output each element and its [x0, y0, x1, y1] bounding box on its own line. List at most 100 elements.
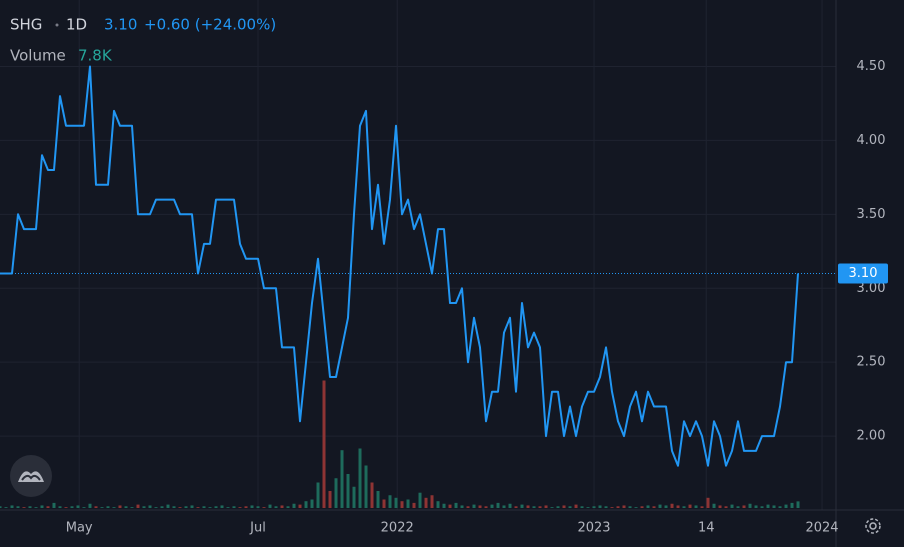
interval: 1D [66, 16, 87, 34]
volume-bar [10, 505, 14, 508]
volume-bar [274, 506, 278, 508]
volume-bar [406, 499, 410, 508]
volume-bar [106, 506, 110, 508]
volume-bar [712, 503, 716, 508]
volume-bar [322, 380, 326, 508]
x-tick-label: 2023 [577, 521, 610, 536]
volume-bar [262, 507, 266, 508]
logo-wave[interactable] [21, 474, 41, 481]
volume-bar [226, 507, 230, 508]
volume-bar [382, 499, 386, 508]
volume-bar [658, 504, 662, 508]
volume-bar [694, 505, 698, 508]
volume-bar [208, 507, 212, 508]
grid [0, 0, 836, 510]
volume-bar [214, 506, 218, 508]
volume-bar [562, 505, 566, 508]
volume-bar [682, 506, 686, 508]
volume-bar [88, 503, 92, 508]
settings-button[interactable] [865, 518, 881, 534]
volume-bar [190, 505, 194, 508]
volume-bar [574, 504, 578, 508]
plot [0, 65, 836, 467]
volume-bar [232, 506, 236, 508]
volume-bar [604, 506, 608, 508]
volume-bar [220, 505, 224, 508]
volume-bar [532, 506, 536, 508]
volume-bar [664, 505, 668, 508]
volume-bar [652, 506, 656, 508]
volume-bar [388, 495, 392, 508]
volume-bar [394, 497, 398, 508]
y-tick-label: 2.50 [857, 355, 886, 370]
volume-bar [520, 504, 524, 508]
symbol: SHG [10, 16, 42, 34]
volume-bar [166, 504, 170, 508]
volume-label: Volume [10, 47, 66, 65]
volume-bar [256, 506, 260, 508]
volume-bar [778, 506, 782, 508]
volume-bar [544, 505, 548, 508]
volume-bar [418, 492, 422, 508]
volume-bar [178, 507, 182, 508]
volume-bar [496, 502, 500, 508]
volume-bar [526, 505, 530, 508]
volume-bar [46, 506, 50, 508]
volume-bar [130, 507, 134, 508]
volume-bar [112, 507, 116, 508]
volume-bar [346, 474, 350, 508]
volume-bar [478, 505, 482, 508]
volume-bar [754, 505, 758, 508]
volume-bar [538, 506, 542, 508]
volume-bar [268, 504, 272, 508]
volume-bar [358, 448, 362, 508]
x-tick-label: 2022 [381, 521, 414, 536]
volume-bar [328, 491, 332, 508]
volume-bar [442, 503, 446, 508]
volume-bar [670, 503, 674, 508]
gear-inner[interactable] [869, 522, 877, 530]
volume-bar [40, 505, 44, 508]
volume-bar [628, 506, 632, 508]
gear-outer[interactable] [865, 518, 881, 534]
volume-bar [400, 501, 404, 508]
volume-bar [412, 502, 416, 508]
volume-bar [298, 504, 302, 508]
volume-bar [334, 478, 338, 508]
volume-bar [622, 505, 626, 508]
axes: 2.00 2.50 3.00 3.50 4.00 4.50 May Jul 2022 2023 14… [66, 59, 888, 536]
volume-bar [82, 507, 86, 508]
volume-bar [202, 506, 206, 508]
y-tick-label: 4.00 [857, 133, 886, 148]
volume-bar [352, 486, 356, 508]
volume-bar [244, 506, 248, 508]
volume-value: 7.8K [78, 47, 113, 65]
y-tick-label: 2.00 [857, 429, 886, 444]
last-price-badge [838, 263, 888, 284]
volume-bar [556, 506, 560, 508]
volume-bar [16, 506, 20, 508]
volume-bar [64, 507, 68, 508]
last-price: 3.10 [104, 16, 137, 34]
volume-bar [514, 506, 518, 508]
volume-bar [22, 507, 26, 508]
volume-bar [490, 504, 494, 508]
volume-bar [718, 505, 722, 508]
volume-bar [700, 506, 704, 508]
volume-bar [58, 506, 62, 508]
volume-bar [586, 507, 590, 508]
x-tick-label: 14 [698, 521, 715, 536]
volume-bar [760, 506, 764, 508]
volume-bar [508, 503, 512, 508]
volume-bar [724, 506, 728, 508]
volume-bar [160, 506, 164, 508]
volume-pane [0, 380, 800, 508]
volume-bar [472, 504, 476, 508]
x-tick-label: Jul [249, 521, 266, 536]
volume-bar [784, 504, 788, 508]
volume-bar [502, 505, 506, 508]
y-tick-label: 3.50 [857, 207, 886, 222]
volume-bar [580, 506, 584, 508]
logo[interactable] [10, 455, 52, 497]
